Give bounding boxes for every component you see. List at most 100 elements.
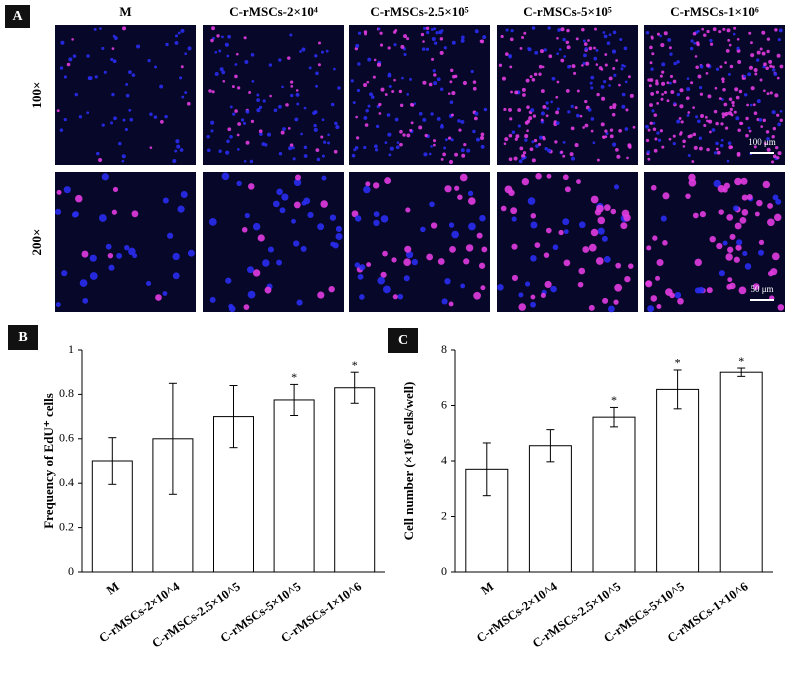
nucleus xyxy=(695,65,699,69)
nucleus xyxy=(680,120,684,124)
nucleus xyxy=(405,251,414,259)
nucleus xyxy=(679,88,684,93)
nucleus xyxy=(530,301,536,308)
nucleus xyxy=(397,293,404,300)
nucleus xyxy=(645,138,650,143)
nucleus xyxy=(101,123,105,127)
nucleus xyxy=(164,114,168,119)
micrograph xyxy=(349,172,490,312)
nucleus xyxy=(227,127,232,132)
nucleus xyxy=(172,158,177,164)
nucleus xyxy=(425,26,430,30)
bar xyxy=(273,399,315,573)
nucleus xyxy=(656,304,662,309)
nucleus xyxy=(779,109,783,113)
nucleus xyxy=(649,103,653,107)
bar xyxy=(592,416,636,573)
nucleus xyxy=(317,63,321,67)
nucleus xyxy=(112,34,116,38)
nucleus xyxy=(72,54,77,58)
nucleus xyxy=(68,57,73,62)
column-header: C-rMSCs-2×10⁴ xyxy=(229,4,318,19)
nucleus xyxy=(433,81,438,86)
nucleus xyxy=(694,287,702,294)
nucleus xyxy=(504,185,513,194)
nucleus xyxy=(650,67,654,71)
nucleus xyxy=(234,109,238,113)
nucleus xyxy=(777,122,781,127)
nucleus xyxy=(655,81,659,86)
nucleus xyxy=(418,111,423,116)
nucleus xyxy=(332,242,339,249)
nucleus xyxy=(498,63,503,67)
nucleus xyxy=(403,275,410,282)
nucleus xyxy=(472,129,476,134)
nucleus xyxy=(308,66,312,70)
nucleus xyxy=(364,123,369,127)
nucleus xyxy=(378,112,382,115)
nucleus xyxy=(712,27,717,32)
nucleus xyxy=(600,122,605,127)
nucleus xyxy=(524,138,528,142)
nucleus xyxy=(395,145,400,150)
nucleus xyxy=(771,252,780,261)
nucleus xyxy=(777,151,782,156)
nucleus xyxy=(727,141,732,145)
nucleus xyxy=(590,75,595,80)
nucleus xyxy=(672,142,676,146)
nucleus xyxy=(546,173,552,179)
nucleus xyxy=(476,232,483,239)
nucleus xyxy=(436,116,441,121)
nucleus xyxy=(384,177,392,185)
nucleus xyxy=(237,122,242,126)
nucleus xyxy=(527,47,532,52)
nucleus xyxy=(449,245,456,253)
nucleus xyxy=(651,109,655,113)
nucleus xyxy=(726,213,734,221)
nucleus xyxy=(333,149,338,154)
nucleus xyxy=(555,121,560,125)
nucleus xyxy=(355,136,360,140)
nucleus xyxy=(256,108,261,113)
nucleus xyxy=(730,113,734,117)
nucleus xyxy=(699,64,704,69)
nucleus xyxy=(705,72,709,75)
nucleus xyxy=(625,108,629,112)
nucleus xyxy=(722,240,728,246)
nucleus xyxy=(732,205,739,212)
nucleus xyxy=(706,147,710,152)
nucleus xyxy=(364,32,367,36)
nucleus xyxy=(293,240,300,247)
nucleus xyxy=(682,145,686,148)
nucleus xyxy=(75,194,83,203)
nucleus xyxy=(587,39,590,42)
nucleus xyxy=(249,159,254,164)
nucleus xyxy=(519,46,523,50)
nucleus xyxy=(741,194,748,201)
nucleus xyxy=(279,207,286,214)
nucleus xyxy=(524,281,531,287)
nucleus xyxy=(530,294,536,300)
nucleus xyxy=(556,107,560,111)
nucleus xyxy=(562,154,566,158)
nucleus xyxy=(81,250,89,258)
nucleus xyxy=(563,55,567,58)
nucleus xyxy=(393,78,396,82)
nucleus xyxy=(159,84,164,89)
nucleus xyxy=(567,110,571,114)
nucleus xyxy=(423,26,427,30)
nucleus xyxy=(650,295,658,302)
nucleus xyxy=(384,93,388,97)
nucleus xyxy=(727,277,733,283)
nucleus xyxy=(565,89,570,93)
nucleus xyxy=(225,150,230,155)
nucleus xyxy=(647,305,655,313)
nucleus xyxy=(426,253,434,261)
nucleus xyxy=(281,193,289,201)
micrograph xyxy=(55,25,196,165)
nucleus xyxy=(556,80,560,84)
nucleus xyxy=(733,110,737,114)
nucleus xyxy=(291,218,296,224)
nucleus xyxy=(369,92,374,97)
nucleus xyxy=(111,209,117,215)
